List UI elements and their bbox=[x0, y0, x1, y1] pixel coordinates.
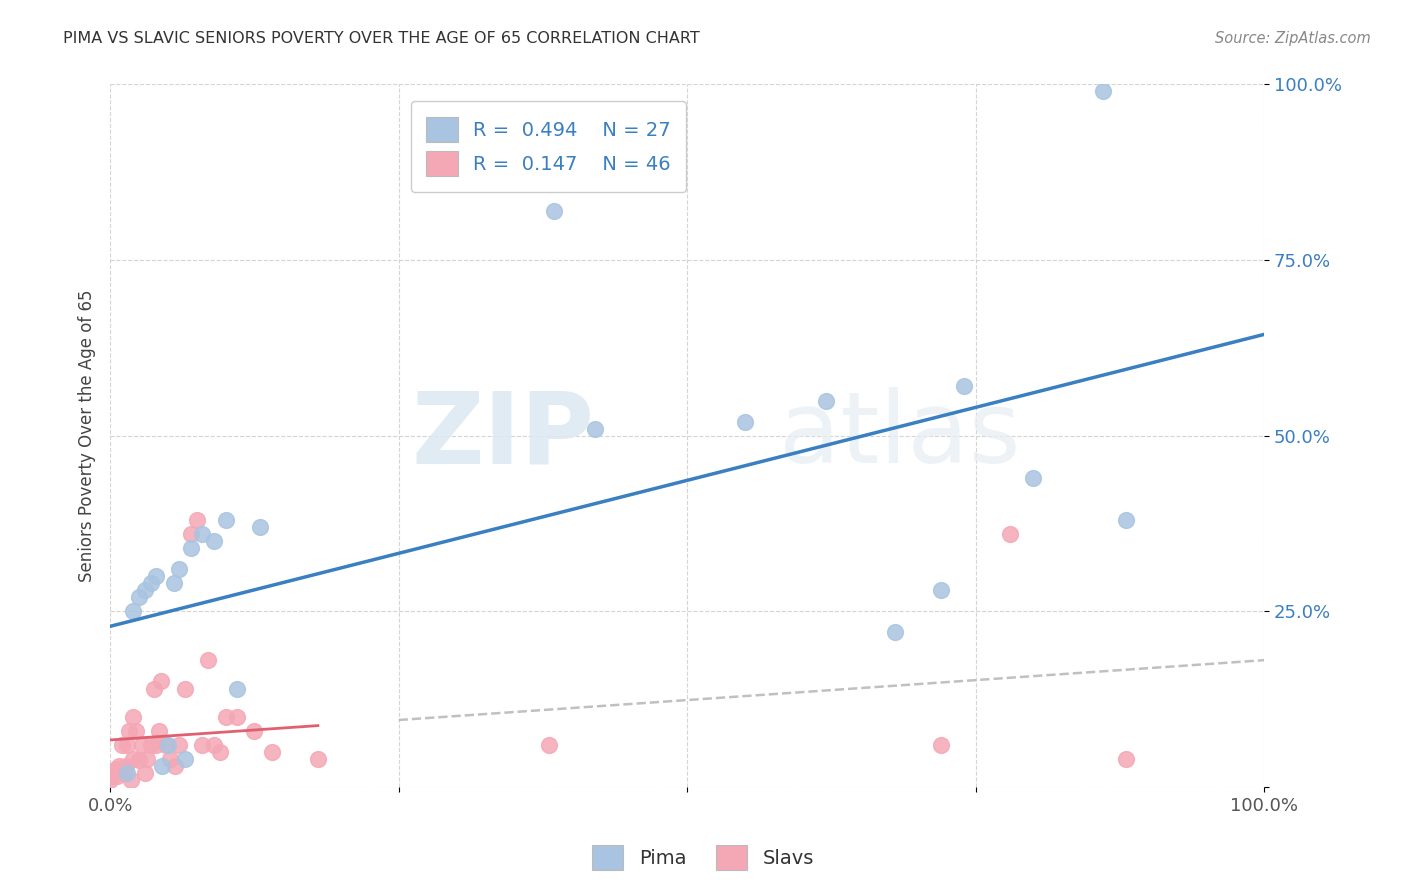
Point bbox=[169, 738, 191, 752]
Y-axis label: Seniors Poverty Over the Age of 65: Seniors Poverty Over the Age of 65 bbox=[79, 289, 96, 582]
Point bbox=[226, 681, 249, 696]
Point bbox=[243, 723, 266, 738]
Point bbox=[145, 738, 167, 752]
Point bbox=[202, 738, 225, 752]
Point bbox=[186, 513, 208, 527]
Point bbox=[174, 681, 197, 696]
Point bbox=[159, 752, 181, 766]
Point bbox=[122, 709, 145, 723]
Point bbox=[107, 762, 129, 776]
Point bbox=[929, 738, 952, 752]
Legend: Pima, Slavs: Pima, Slavs bbox=[585, 838, 821, 878]
Point bbox=[124, 723, 146, 738]
Point bbox=[191, 527, 214, 541]
Point bbox=[163, 758, 186, 772]
Point bbox=[139, 576, 162, 591]
Point bbox=[174, 752, 197, 766]
Point bbox=[122, 604, 145, 618]
Point bbox=[101, 769, 124, 783]
Point bbox=[998, 527, 1021, 541]
Point bbox=[180, 541, 202, 555]
Point bbox=[883, 625, 905, 640]
Point bbox=[117, 765, 139, 780]
Text: PIMA VS SLAVIC SENIORS POVERTY OVER THE AGE OF 65 CORRELATION CHART: PIMA VS SLAVIC SENIORS POVERTY OVER THE … bbox=[63, 31, 700, 46]
Point bbox=[156, 738, 179, 752]
Point bbox=[120, 772, 142, 787]
Point bbox=[136, 752, 159, 766]
Point bbox=[543, 203, 565, 218]
Point bbox=[104, 762, 127, 776]
Point bbox=[214, 709, 236, 723]
Point bbox=[1115, 513, 1137, 527]
Point bbox=[150, 758, 173, 772]
Point bbox=[111, 738, 134, 752]
Point bbox=[148, 723, 170, 738]
Point bbox=[814, 393, 837, 408]
Text: Source: ZipAtlas.com: Source: ZipAtlas.com bbox=[1215, 31, 1371, 46]
Point bbox=[180, 527, 202, 541]
Point bbox=[117, 738, 139, 752]
Point bbox=[1091, 85, 1114, 99]
Point bbox=[117, 723, 139, 738]
Point bbox=[131, 738, 153, 752]
Point bbox=[249, 520, 271, 534]
Point bbox=[260, 745, 283, 759]
Point bbox=[197, 653, 219, 667]
Point bbox=[208, 745, 231, 759]
Point bbox=[105, 769, 128, 783]
Point bbox=[169, 562, 191, 576]
Point bbox=[128, 590, 150, 604]
Text: atlas: atlas bbox=[779, 387, 1021, 484]
Point bbox=[104, 765, 127, 780]
Point bbox=[111, 762, 134, 776]
Point bbox=[115, 758, 138, 772]
Point bbox=[307, 752, 329, 766]
Point bbox=[583, 422, 606, 436]
Point bbox=[226, 709, 249, 723]
Point bbox=[112, 765, 135, 780]
Legend: R =  0.494    N = 27, R =  0.147    N = 46: R = 0.494 N = 27, R = 0.147 N = 46 bbox=[411, 101, 686, 192]
Point bbox=[214, 513, 236, 527]
Point bbox=[1115, 752, 1137, 766]
Point bbox=[149, 674, 172, 689]
Point bbox=[145, 569, 167, 583]
Point bbox=[953, 379, 976, 393]
Point bbox=[98, 772, 121, 787]
Point bbox=[134, 765, 156, 780]
Point bbox=[134, 583, 156, 598]
Point bbox=[202, 534, 225, 549]
Point bbox=[162, 576, 184, 591]
Point bbox=[108, 758, 131, 772]
Point bbox=[128, 753, 150, 767]
Point bbox=[155, 738, 177, 752]
Point bbox=[191, 738, 214, 752]
Point bbox=[537, 738, 560, 752]
Point bbox=[929, 583, 952, 598]
Point bbox=[122, 752, 145, 766]
Point bbox=[143, 681, 166, 696]
Point bbox=[139, 738, 162, 752]
Text: ZIP: ZIP bbox=[412, 387, 595, 484]
Point bbox=[1022, 471, 1045, 485]
Point bbox=[734, 415, 756, 429]
